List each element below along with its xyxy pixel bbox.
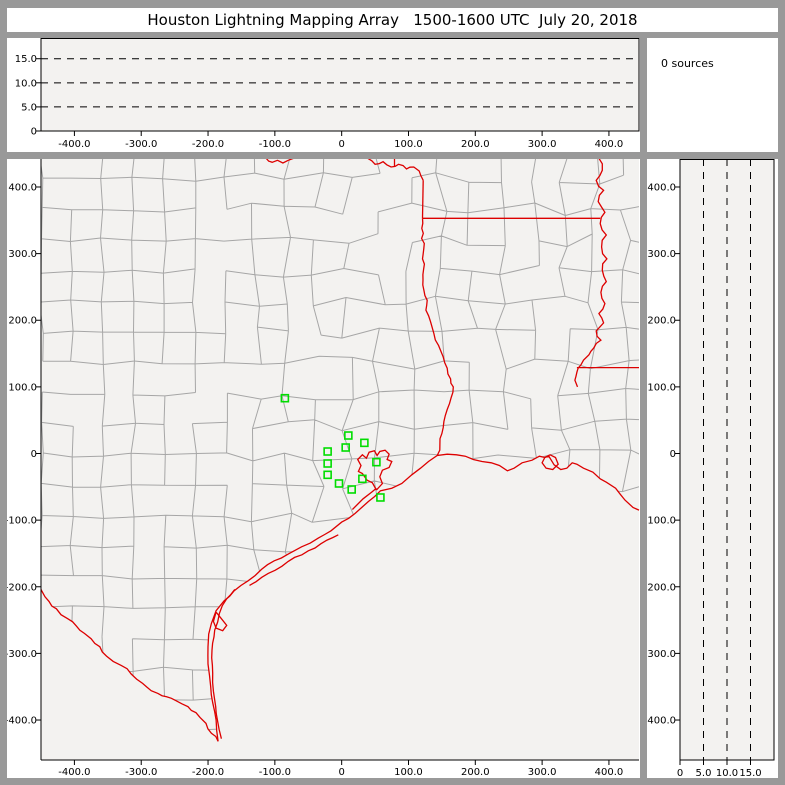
station-marker: [344, 431, 353, 440]
map-y-tick-label: 400.0: [8, 182, 37, 193]
alt-ns-x-tick-label: 5.0: [696, 768, 712, 778]
red-river: [367, 159, 424, 181]
red-river: [265, 159, 294, 164]
alt-ns-y-tick-label: -100.0: [647, 516, 676, 527]
altitude-ew-panel: 15.0 10.0 5.0 0 -400.0 -300.0 -200.0 -100.0 0 100…: [7, 38, 640, 152]
alt-ns-y-tick-label: -400.0: [647, 716, 676, 727]
station-markers: [280, 393, 385, 502]
map-y-tick-label: 100.0: [8, 382, 37, 393]
alt-ns-x-tick-label: 0: [677, 768, 683, 778]
alt-ns-y-tick-label: 0: [670, 449, 676, 460]
station-marker: [360, 438, 369, 448]
coastline: [207, 453, 640, 742]
alt-x-tick-label: 300.0: [528, 139, 557, 150]
alt-x-tick-label: -400.0: [58, 139, 90, 150]
station-marker: [347, 485, 356, 494]
mississippi-river: [574, 159, 608, 388]
alt-x-tick-label: 0: [338, 139, 344, 150]
station-marker: [323, 459, 332, 468]
alt-y-tick-label: 0: [31, 127, 37, 138]
map-x-tick-label: 400.0: [595, 767, 624, 778]
alt-ns-y-tick-label: -300.0: [647, 649, 676, 660]
sources-panel: 0 sources: [647, 38, 778, 152]
map-y-tick-label: -300.0: [7, 649, 37, 660]
alt-ns-y-tick-label: 300.0: [647, 249, 676, 260]
map-y-tick-label: -400.0: [7, 716, 37, 727]
tx-la-border: [420, 218, 454, 456]
map-x-tick-label: 200.0: [461, 767, 490, 778]
alt-ns-x-tick-label: 15.0: [739, 768, 761, 778]
map-panel: 400.0 300.0 200.0 100.0 0 -100.0 -200.0 -300.0 -…: [7, 159, 640, 778]
alt-x-tick-label: 400.0: [595, 139, 624, 150]
rio-grande: [40, 589, 219, 742]
map-x-tick-label: 300.0: [528, 767, 557, 778]
alt-y-tick-label: 5.0: [21, 102, 37, 113]
altitude-ns-panel: 400.0 300.0 200.0 100.0 0 -100.0 -200.0 -300.0 -…: [647, 159, 778, 778]
map-y-tick-label: 0: [31, 449, 37, 460]
alt-x-tick-label: 200.0: [461, 139, 490, 150]
galveston-bay: [356, 449, 393, 491]
alt-ns-y-tick-label: 200.0: [647, 316, 676, 327]
map-y-tick-label: 200.0: [8, 316, 37, 327]
altitude-ew-plot[interactable]: 15.0 10.0 5.0 0 -400.0 -300.0 -200.0 -100.0 0 100…: [7, 38, 640, 152]
padre-island: [211, 589, 236, 739]
corpus-bay: [212, 611, 228, 632]
lake-calcasieu: [541, 454, 559, 471]
station-marker: [323, 470, 332, 480]
alt-x-tick-label: -300.0: [125, 139, 157, 150]
altitude-ns-plot[interactable]: 400.0 300.0 200.0 100.0 0 -100.0 -200.0 -300.0 -…: [647, 159, 778, 778]
alt-x-tick-label: -100.0: [259, 139, 291, 150]
station-marker: [280, 393, 290, 403]
state-borders: [40, 159, 640, 742]
map-x-tick-label: -200.0: [192, 767, 224, 778]
station-marker: [358, 474, 367, 484]
alt-x-tick-label: 100.0: [394, 139, 423, 150]
matagorda-island: [249, 534, 339, 586]
title-text: Houston Lightning Mapping Array 1500-160…: [147, 11, 638, 29]
alt-ns-y-tick-label: -200.0: [647, 582, 676, 593]
sources-count: 0 sources: [661, 57, 714, 70]
alt-ns-y-tick-label: 400.0: [647, 182, 676, 193]
alt-ns-x-tick-label: 10.0: [716, 768, 738, 778]
map-x-tick-label: -300.0: [125, 767, 157, 778]
map-x-tick-label: -400.0: [58, 767, 90, 778]
map-x-tick-label: 100.0: [394, 767, 423, 778]
title-bar: Houston Lightning Mapping Array 1500-160…: [7, 8, 778, 32]
station-marker: [323, 447, 332, 456]
west-bay: [351, 487, 377, 510]
map-plot[interactable]: 400.0 300.0 200.0 100.0 0 -100.0 -200.0 -300.0 -…: [7, 159, 640, 778]
map-y-tick-label: -200.0: [7, 582, 37, 593]
map-x-tick-label: -100.0: [259, 767, 291, 778]
tx-ar-border: [421, 180, 424, 219]
map-y-tick-label: -100.0: [7, 516, 37, 527]
station-marker: [341, 443, 350, 452]
station-marker: [376, 493, 385, 502]
map-y-tick-label: 300.0: [8, 249, 37, 260]
alt-x-tick-label: -200.0: [192, 139, 224, 150]
alt-y-tick-label: 10.0: [15, 78, 37, 89]
station-marker: [334, 479, 344, 488]
map-x-tick-label: 0: [338, 767, 344, 778]
station-marker: [372, 457, 381, 467]
alt-y-tick-label: 15.0: [15, 54, 37, 65]
alt-ew-plot-background: [40, 38, 640, 132]
alt-ns-y-tick-label: 100.0: [647, 382, 676, 393]
